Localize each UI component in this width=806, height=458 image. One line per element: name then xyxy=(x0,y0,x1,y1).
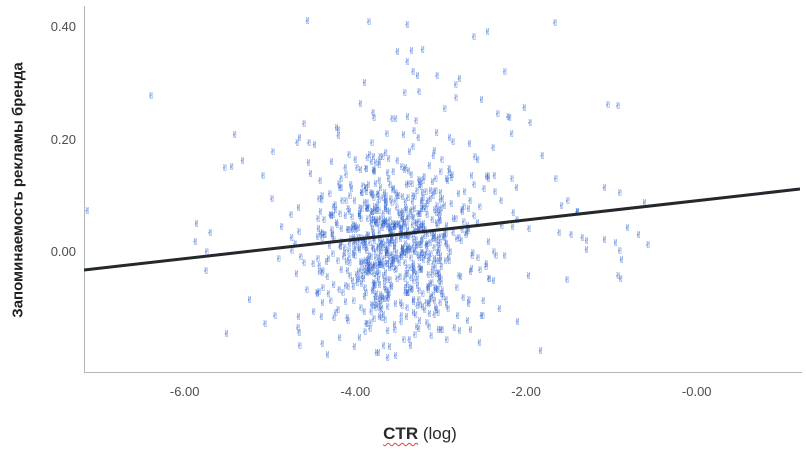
y-axis-label: Запоминаемость рекламы бренда xyxy=(9,62,27,318)
plot-area: ✌ ✌ ✌ ✌ ✌ ✌ ✌ ✌ ✌ ✌ ✌ ✌ ✌ ✌ ✌ ✌ ✌ ✌ ✌ ✌ ✌ ✌ ✌ ✌ ✌ ✌ ✌ ✌ ✌ ✌ ✌ ✌ ✌ ✌ ✌ ✌ ✌ ✌ ✌ ✌… xyxy=(84,8,800,372)
x-tick-label: -6.00 xyxy=(169,384,200,399)
x-axis-label-suffix: (log) xyxy=(418,424,457,443)
x-axis-label: CTR (log) xyxy=(84,424,756,444)
x-axis-line xyxy=(84,372,802,373)
x-tick-label: -2.00 xyxy=(511,384,541,399)
y-tick-label: 0.40 xyxy=(50,19,76,34)
x-axis-label-main: CTR xyxy=(383,424,419,443)
x-tick-label: -0.00 xyxy=(681,384,712,399)
y-tick-label: 0.20 xyxy=(50,131,76,147)
y-axis-line xyxy=(84,6,85,373)
y-tick-label: 0.00 xyxy=(50,244,76,260)
x-tick-label: -4.00 xyxy=(340,384,371,399)
trend-line xyxy=(84,187,800,272)
